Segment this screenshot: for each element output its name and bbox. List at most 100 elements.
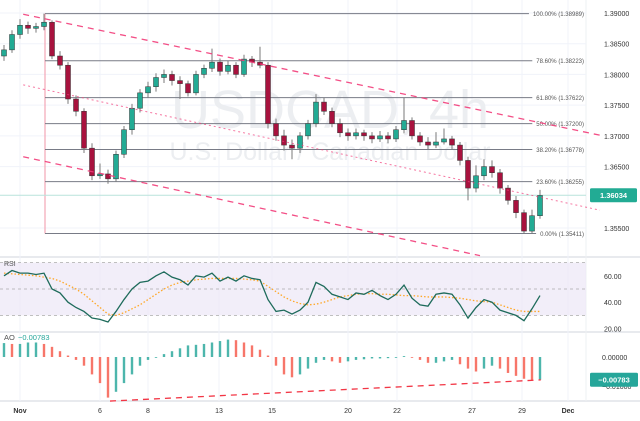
candle [49,20,55,60]
ao-bar [338,357,342,363]
fib-label: 78.60% (1.38223) [536,59,584,65]
candle-body [9,34,15,51]
fibonacci-retracement[interactable]: 100.00% (1.38989) 78.60% (1.38223) 61.80% … [0,12,586,238]
candle [113,150,119,182]
candle-body [425,141,431,146]
ao-bar [122,357,126,384]
candle-body [377,135,383,140]
candle [425,137,431,150]
ao-bar [130,357,134,375]
candle [81,108,87,154]
candle [137,89,143,113]
ao-bar [362,357,366,360]
candle [465,156,471,201]
ao-bar [250,345,254,357]
price-axis[interactable]: 1.39000 1.38500 1.38000 1.37500 1.37000 1.365… [590,11,637,233]
candle-body [33,26,39,29]
rsi-pane: 60.00 40.00 20.00 RSI [0,261,622,334]
candle [305,119,311,140]
ao-bar [138,357,142,366]
candle-body [537,195,543,216]
fib-label: 0.00% (1.35411) [540,232,584,238]
candle [233,62,239,79]
candle [201,64,207,79]
ao-bar [26,342,30,357]
ao-bar [442,357,446,362]
candle [441,128,447,145]
ao-last-label: −0.00783 [598,376,630,385]
candle-body [305,123,311,137]
candle-body [489,166,495,173]
candle [177,76,183,100]
ao-bar [346,357,350,362]
rsi-ma-line [3,272,540,317]
candle-body [385,135,391,140]
price-tick: 1.38500 [604,42,629,49]
candle-body [529,215,535,232]
candle [169,70,175,86]
fib-label: 100.00% (1.38989) [533,12,584,18]
ao-bar [514,357,518,376]
candle [457,142,463,166]
candle-body [297,135,303,149]
candle [209,48,215,72]
time-tick: 27 [468,408,476,415]
time-tick: 20 [344,408,352,415]
fib-label: 50.00% (1.37200) [536,122,584,128]
price-tick: 1.39000 [604,11,629,18]
candle-body [449,138,455,146]
candle-body [465,160,471,189]
trendline [23,156,481,257]
ao-bar [290,357,294,378]
trendline [23,84,601,211]
ao-bar [410,357,414,358]
candle [33,22,39,33]
candle-body [337,123,343,134]
time-tick: 15 [268,408,276,415]
candle-body [473,175,479,189]
candle [401,97,407,134]
candle-body [105,173,111,180]
ao-bar [18,343,22,357]
ao-bar [314,357,318,363]
candle [225,60,231,75]
trendlines[interactable] [23,13,601,257]
fib-label: 38.20% (1.36778) [536,148,584,154]
candle-body [145,86,151,94]
candle [385,132,391,144]
candle [489,160,495,178]
candle [217,58,223,76]
rsi-tick: 40.00 [604,300,622,307]
candle-body [161,74,167,78]
ao-bar [202,343,206,357]
ao-bar [426,357,430,363]
candle [473,165,479,193]
watermark-symbol: USDCAD, 4h [171,80,489,140]
time-tick: 29 [518,408,526,415]
ao-bar [2,343,6,357]
ao-bar [466,357,470,369]
ao-bar [242,342,246,357]
candle-body [73,98,79,112]
time-axis[interactable]: Nov 6 8 13 15 20 22 27 29 Dec [13,408,574,415]
rsi-tick: 20.00 [604,327,622,334]
ao-bar [42,343,46,357]
candle [121,126,127,158]
ao-bar [218,341,222,357]
candle-body [49,21,55,57]
candle [193,70,199,96]
ao-bar [434,357,438,363]
candle [1,44,7,61]
ao-bar [98,357,102,384]
candle-body [401,120,407,130]
candle-body [409,120,415,137]
candle-body [257,61,263,66]
candle-body [329,111,335,124]
candle-body [25,25,31,29]
candle-body [129,107,135,130]
ao-bar [58,351,62,357]
candle [353,128,359,140]
price-tick: 1.38000 [604,72,629,79]
time-tick: 8 [146,408,150,415]
